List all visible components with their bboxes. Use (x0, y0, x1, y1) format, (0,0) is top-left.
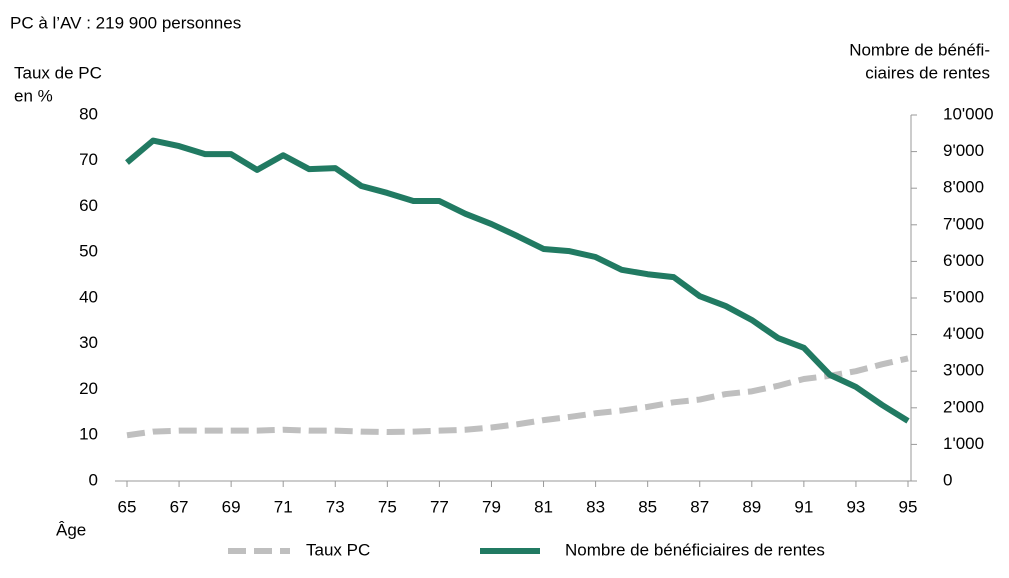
y2-tick-label: 3'000 (943, 361, 984, 380)
y2-tick-label: 0 (943, 470, 952, 489)
legend-label: Nombre de bénéficiaires de rentes (565, 540, 825, 559)
y2-tick-label: 5'000 (943, 287, 984, 306)
x-tick-label: 77 (430, 497, 449, 516)
y-tick-label: 40 (79, 287, 98, 306)
y-tick-label: 20 (79, 379, 98, 398)
y-tick-label: 60 (79, 196, 98, 215)
x-tick-label: 75 (378, 497, 397, 516)
y-tick-label: 70 (79, 150, 98, 169)
x-tick-label: 67 (170, 497, 189, 516)
y2-tick-label: 10'000 (943, 104, 994, 123)
x-tick-label: 65 (118, 497, 137, 516)
y-tick-label: 10 (79, 425, 98, 444)
x-tick-label: 83 (586, 497, 605, 516)
y-axis-label: Taux de PC (14, 63, 102, 82)
y-tick-label: 0 (89, 470, 98, 489)
x-tick-label: 69 (222, 497, 241, 516)
chart-title: PC à l’AV : 219 900 personnes (10, 13, 241, 32)
x-tick-label: 73 (326, 497, 345, 516)
x-tick-label: 81 (534, 497, 553, 516)
y2-tick-label: 4'000 (943, 324, 984, 343)
y2-tick-label: 9'000 (943, 141, 984, 160)
x-tick-label: 95 (899, 497, 918, 516)
y2-tick-label: 8'000 (943, 178, 984, 197)
data-line (126, 355, 909, 439)
data-line (125, 137, 910, 424)
y2-axis-label: Nombre de bénéfi- (849, 40, 990, 59)
x-tick-label: 91 (794, 497, 813, 516)
x-tick-label: 93 (846, 497, 865, 516)
y-tick-label: 80 (79, 104, 98, 123)
x-tick-label: 71 (274, 497, 293, 516)
x-tick-label: 89 (742, 497, 761, 516)
legend-label: Taux PC (306, 540, 370, 559)
y2-axis-label: ciaires de rentes (865, 63, 990, 82)
y-tick-label: 50 (79, 242, 98, 261)
x-tick-label: 85 (638, 497, 657, 516)
y-axis-label: en % (14, 86, 53, 105)
y2-tick-label: 6'000 (943, 251, 984, 270)
y2-tick-label: 7'000 (943, 214, 984, 233)
y2-tick-label: 2'000 (943, 397, 984, 416)
y2-tick-label: 1'000 (943, 434, 984, 453)
x-tick-label: 87 (690, 497, 709, 516)
x-tick-label: 79 (482, 497, 501, 516)
y-tick-label: 30 (79, 333, 98, 352)
x-axis-label: Âge (56, 520, 86, 539)
